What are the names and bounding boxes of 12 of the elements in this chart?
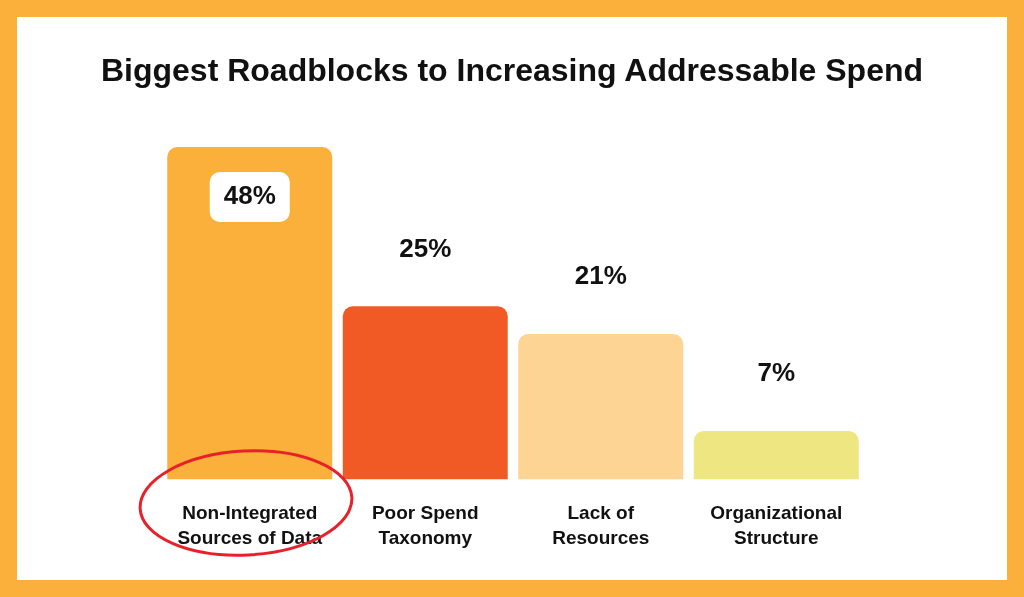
data-label: 21% [574,260,627,291]
data-label: 7% [757,357,796,388]
x-tick-label: Poor Spend Taxonomy [371,502,479,548]
bar [693,431,859,480]
bar [342,306,508,480]
data-label: 48% [223,180,276,211]
x-tick-label: Lack of Resources [552,502,650,548]
chart-title: Biggest Roadblocks to Increasing Addressable Spend [99,52,925,89]
data-label: 25% [399,232,452,263]
x-tick-label: Organizational Structure [710,502,843,548]
bar [167,147,333,480]
bar [518,334,684,480]
